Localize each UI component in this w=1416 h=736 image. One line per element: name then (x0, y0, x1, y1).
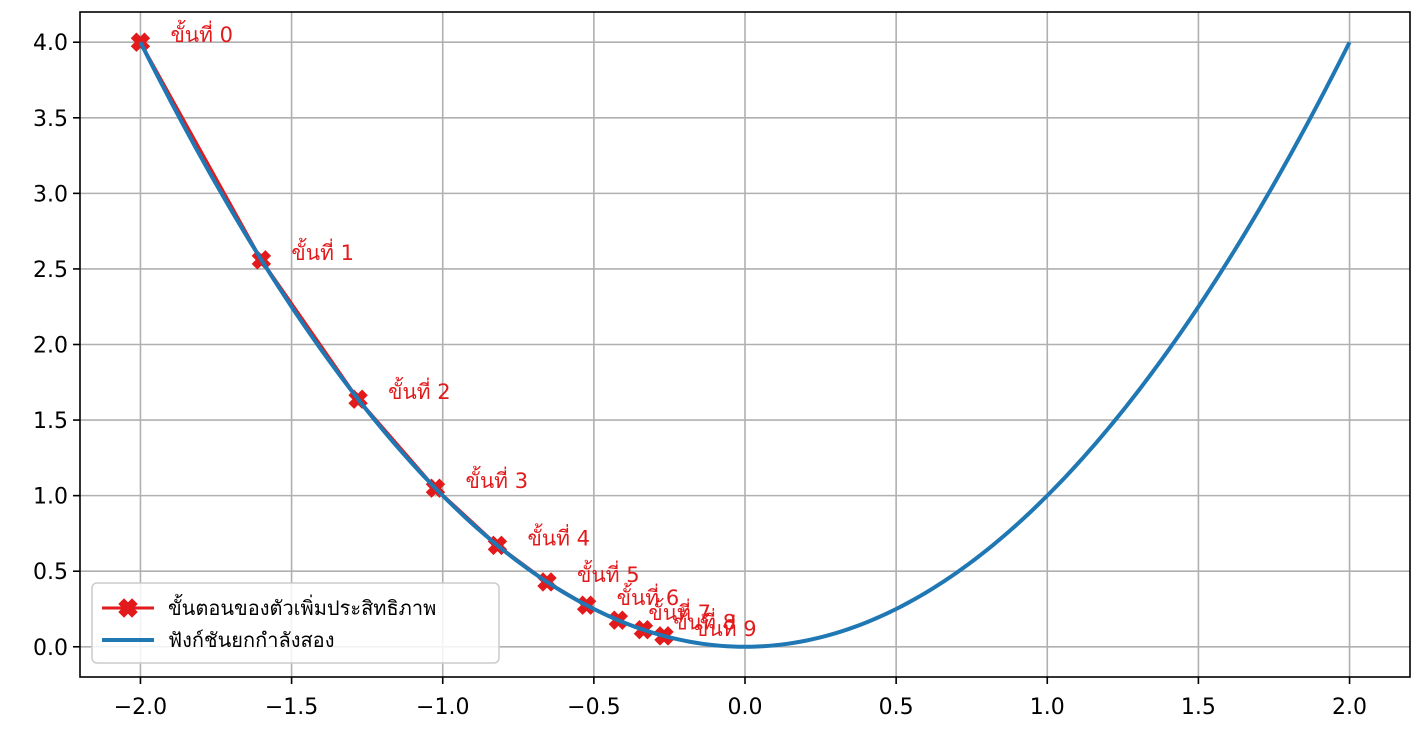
y-tick-label: 4.0 (33, 31, 68, 56)
y-tick-label: 3.0 (33, 182, 68, 207)
legend-label-quadratic-function: ฟังก์ชันยกกำลังสอง (168, 628, 334, 652)
step-annotation: ขั้นที่ 8 (673, 608, 736, 635)
y-tick-label: 3.5 (33, 107, 68, 132)
x-tick-label: 1.5 (1181, 695, 1216, 720)
x-tick-label: 0.0 (728, 695, 763, 720)
x-tick-label: 1.0 (1030, 695, 1065, 720)
x-tick-label: −1.5 (265, 695, 318, 720)
y-tick-label: 0.0 (33, 636, 68, 661)
step-annotation: ขั้นที่ 2 (388, 377, 451, 404)
legend-marker-optimizer-steps (118, 598, 138, 618)
step-annotation: ขั้นที่ 9 (694, 614, 757, 641)
x-tick-label: 0.5 (879, 695, 914, 720)
step-annotation: ขั้นที่ 6 (617, 583, 680, 610)
step-annotation: ขั้นที่ 4 (527, 523, 590, 550)
legend-box (91, 582, 500, 664)
legend-label-optimizer-steps: ขั้นตอนของตัวเพิ่มประสิทธิภาพ (168, 594, 436, 620)
step-annotation: ขั้นที่ 0 (170, 20, 233, 47)
step-annotation: ขั้นที่ 3 (465, 466, 528, 493)
step-annotation: ขั้นที่ 1 (291, 238, 354, 265)
series-line-quadratic-function (138, 41, 1352, 649)
step-annotation: ขั้นที่ 5 (577, 560, 640, 587)
x-tick-label: −0.5 (567, 695, 620, 720)
y-tick-label: 1.5 (33, 409, 68, 434)
y-tick-label: 2.5 (33, 258, 68, 283)
y-tick-label: 1.0 (33, 485, 68, 510)
axes-frame (79, 11, 1411, 678)
y-tick-label: 0.5 (33, 560, 68, 585)
y-tick-label: 2.0 (33, 334, 68, 359)
x-tick-label: 2.0 (1332, 695, 1367, 720)
x-tick-label: −2.0 (114, 695, 167, 720)
x-tick-label: −1.0 (416, 695, 469, 720)
step-annotation: ขั้นที่ 7 (648, 598, 711, 625)
